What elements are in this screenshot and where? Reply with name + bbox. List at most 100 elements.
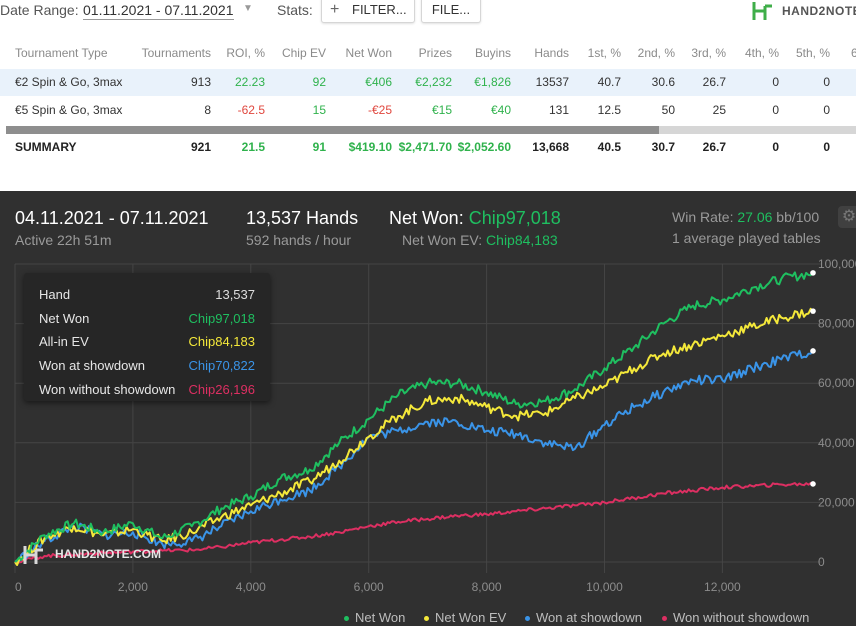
- profit-chart: 0 20,000 40,000 60,000 80,000 100,000 0 2,000 4,…: [14, 257, 856, 594]
- x-tick-label: 8,000: [472, 580, 502, 594]
- table-cell: 0: [772, 75, 779, 89]
- series-line-net-won-ev: [14, 307, 814, 566]
- legend-label: Net Won EV: [435, 610, 507, 625]
- x-tick-label: 4,000: [236, 580, 266, 594]
- table-cell: 40.5: [597, 140, 621, 154]
- table-row[interactable]: €5 Spin & Go, 3max 8 -62.5 15 -€25 €15 €40 131 1…: [0, 97, 856, 124]
- tooltip-label: Won at showdown: [39, 358, 145, 374]
- legend-item[interactable]: Net Won: [344, 610, 405, 625]
- column-header[interactable]: 4th, %: [744, 46, 779, 60]
- table-cell: SUMMARY: [15, 140, 77, 154]
- chart-legend: Net Won Net Won EV Won at showdown Won with…: [0, 610, 856, 626]
- table-cell: 40.7: [597, 75, 621, 89]
- net-won-ev-label: Net Won EV:: [402, 232, 483, 248]
- table-cell: €2,232: [415, 75, 452, 89]
- hand2note-logo-icon: [23, 546, 43, 564]
- panel-date-range: 04.11.2021 - 07.11.2021: [15, 208, 209, 228]
- file-button[interactable]: FILE...: [421, 0, 481, 23]
- win-rate-label: Win Rate:: [672, 209, 734, 225]
- column-header[interactable]: 2nd, %: [637, 46, 675, 60]
- y-tick-label: 60,000: [818, 376, 855, 390]
- table-cell: €2 Spin & Go, 3max: [15, 75, 123, 89]
- table-header-row: Tournament Type Tournaments ROI, % Chip EV N…: [0, 40, 856, 67]
- table-cell: 0: [823, 103, 830, 117]
- table-cell: 21.5: [241, 140, 265, 154]
- table-cell: -62.5: [237, 103, 265, 117]
- column-header[interactable]: 5th, %: [795, 46, 830, 60]
- chevron-down-icon[interactable]: ▼: [243, 3, 253, 14]
- table-cell: €5 Spin & Go, 3max: [15, 103, 123, 117]
- column-header[interactable]: 3rd, %: [691, 46, 726, 60]
- filter-button[interactable]: + FILTER...: [321, 0, 415, 23]
- x-tick-label: 12,000: [704, 580, 741, 594]
- column-header[interactable]: Tournament Type: [15, 46, 108, 60]
- column-header[interactable]: 6: [851, 46, 856, 60]
- legend-dot-icon: [344, 616, 349, 622]
- table-cell: 22.23: [234, 75, 265, 89]
- table-cell: 8: [204, 103, 211, 117]
- y-tick-label: 20,000: [818, 495, 855, 509]
- tooltip-value: 13,537: [215, 287, 255, 302]
- y-tick-label: 0: [818, 555, 825, 569]
- net-won-ev-summary: Net Won EV: Chip84,183: [402, 232, 558, 248]
- table-cell: 15: [312, 103, 326, 117]
- legend-dot-icon: [662, 616, 667, 622]
- column-header[interactable]: Chip EV: [281, 46, 326, 60]
- legend-item[interactable]: Net Won EV: [424, 610, 506, 625]
- file-button-label: FILE...: [431, 2, 471, 17]
- tooltip-value: Chip26,196: [188, 381, 256, 397]
- table-cell: 13537: [535, 75, 569, 89]
- table-cell: 13,668: [532, 140, 569, 154]
- legend-item[interactable]: Won without showdown: [662, 610, 809, 625]
- column-header[interactable]: Prizes: [418, 46, 452, 60]
- series-end-point: [810, 308, 816, 314]
- watermark-text: HAND2NOTE.COM: [55, 547, 162, 561]
- column-header[interactable]: Buyins: [474, 46, 511, 60]
- table-cell: $2,471.70: [398, 140, 452, 154]
- column-header[interactable]: 1st, %: [587, 46, 621, 60]
- column-header[interactable]: Net Won: [345, 46, 392, 60]
- graph-panel: 0 20,000 40,000 60,000 80,000 100,000 0 2,000 4,…: [0, 191, 856, 626]
- average-tables: 1 average played tables: [672, 230, 821, 246]
- brand-text: HAND2NOTE.C: [782, 4, 856, 18]
- table-cell: $419.10: [348, 140, 392, 154]
- hands-count: 13,537 Hands: [246, 208, 359, 228]
- x-tick-label: 6,000: [354, 580, 384, 594]
- table-cell: 92: [312, 75, 326, 89]
- column-header[interactable]: Tournaments: [141, 46, 211, 60]
- win-rate-value: 27.06: [737, 209, 773, 225]
- table-cell: 30.7: [651, 140, 675, 154]
- gear-icon[interactable]: ⚙: [838, 206, 856, 228]
- column-header[interactable]: ROI, %: [226, 46, 265, 60]
- hover-tooltip: Hand 13,537 Net Won Chip97,018 All-in EV Chip…: [24, 273, 270, 401]
- net-won-value: Chip97,018: [468, 208, 561, 228]
- scrollbar-thumb[interactable]: [6, 126, 659, 134]
- table-cell: 0: [772, 140, 779, 154]
- table-cell: 0: [772, 103, 779, 117]
- table-cell: €40: [490, 103, 511, 117]
- y-tick-label: 100,000: [818, 257, 856, 271]
- series-line-won-without-showdown: [14, 482, 814, 565]
- table-cell: 50: [661, 103, 675, 117]
- tooltip-value: Chip84,183: [188, 334, 256, 350]
- legend-item[interactable]: Won at showdown: [525, 610, 642, 625]
- series-end-point: [810, 481, 816, 487]
- table-cell: -€25: [367, 103, 392, 117]
- stats-label: Stats:: [277, 2, 313, 18]
- plus-icon: +: [330, 1, 340, 18]
- column-header[interactable]: Hands: [534, 46, 569, 60]
- tooltip-value: Chip97,018: [188, 310, 256, 326]
- table-cell: 30.6: [651, 75, 675, 89]
- series-end-point: [810, 270, 816, 276]
- table-cell: 131: [548, 103, 569, 117]
- toolbar: Date Range: 01.11.2021 - 07.11.2021 ▼ St…: [0, 0, 856, 30]
- table-row[interactable]: €2 Spin & Go, 3max 913 22.23 92 €406 €2,232 €1…: [0, 69, 856, 96]
- table-cell: 12.5: [597, 103, 621, 117]
- table-cell: €15: [431, 103, 452, 117]
- table-cell: 913: [190, 75, 211, 89]
- legend-label: Won at showdown: [536, 610, 642, 625]
- date-range-select[interactable]: 01.11.2021 - 07.11.2021: [83, 2, 234, 20]
- hand2note-logo-icon: [752, 2, 772, 20]
- win-rate: Win Rate: 27.06 bb/100: [672, 209, 819, 225]
- horizontal-scrollbar[interactable]: [6, 126, 856, 134]
